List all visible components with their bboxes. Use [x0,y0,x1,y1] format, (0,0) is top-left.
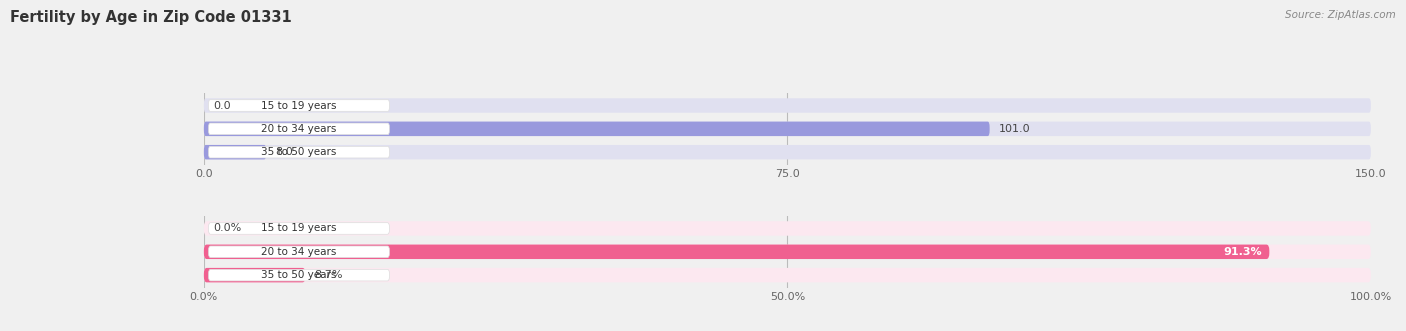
Text: 20 to 34 years: 20 to 34 years [262,124,336,134]
FancyBboxPatch shape [204,268,305,282]
FancyBboxPatch shape [204,145,266,160]
Text: Fertility by Age in Zip Code 01331: Fertility by Age in Zip Code 01331 [10,10,291,25]
Text: 35 to 50 years: 35 to 50 years [262,270,336,280]
FancyBboxPatch shape [204,121,1371,136]
Text: 0.0%: 0.0% [214,223,242,233]
Text: 8.0: 8.0 [276,147,294,157]
FancyBboxPatch shape [204,145,1371,160]
FancyBboxPatch shape [204,245,1270,259]
FancyBboxPatch shape [208,100,389,111]
FancyBboxPatch shape [204,98,1371,113]
FancyBboxPatch shape [208,123,389,135]
Text: 8.7%: 8.7% [315,270,343,280]
Text: 15 to 19 years: 15 to 19 years [262,101,336,111]
Text: 91.3%: 91.3% [1223,247,1263,257]
FancyBboxPatch shape [204,268,1371,282]
FancyBboxPatch shape [208,269,389,281]
FancyBboxPatch shape [204,245,1371,259]
Text: 101.0: 101.0 [1000,124,1031,134]
FancyBboxPatch shape [208,246,389,258]
Text: Source: ZipAtlas.com: Source: ZipAtlas.com [1285,10,1396,20]
Text: 35 to 50 years: 35 to 50 years [262,147,336,157]
FancyBboxPatch shape [204,221,1371,236]
FancyBboxPatch shape [208,146,389,158]
Text: 20 to 34 years: 20 to 34 years [262,247,336,257]
Text: 0.0: 0.0 [214,101,231,111]
FancyBboxPatch shape [208,223,389,234]
Text: 15 to 19 years: 15 to 19 years [262,223,336,233]
FancyBboxPatch shape [204,121,990,136]
